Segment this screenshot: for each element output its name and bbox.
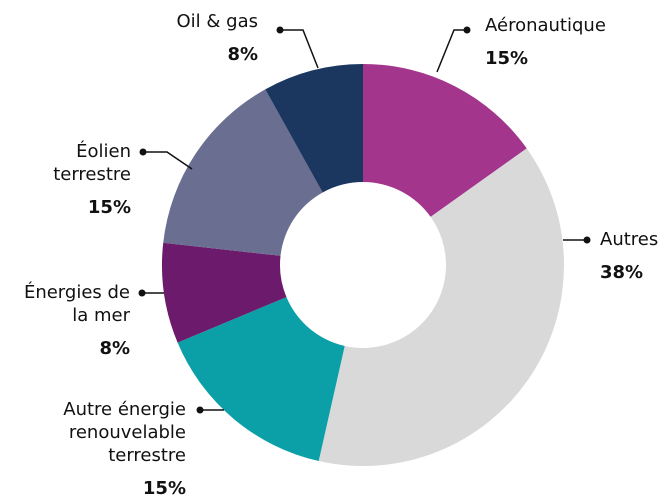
slice [363,64,527,217]
leader-dot [276,26,284,34]
value-label: 15% [87,197,131,218]
slice-label: Éolien terrestre 15% [31,140,131,219]
category-name: Oil & gas [176,11,258,32]
leader-dot [583,236,591,244]
slice-label: Aéronautique 15% [485,14,655,70]
leader-line [280,29,319,69]
slice-label: Énergies de la mer 8% [5,281,130,360]
slice [265,64,363,193]
value-label: 15% [485,48,529,69]
category-name: Aéronautique [485,15,606,36]
category-name: Éolien terrestre [53,141,131,185]
value-label: 8% [99,338,130,359]
leader-line [436,29,467,73]
leader-line [143,151,193,170]
category-name: Autre énergie renouvelable terrestre [63,399,186,466]
category-name: Autres [600,229,659,250]
leader-dot [139,148,147,156]
leader-dot [196,406,204,414]
leader-dot [463,26,471,34]
slice [163,89,323,256]
slice-label: Oil & gas 8% [138,10,258,66]
slice [318,148,564,466]
slice [162,242,287,343]
value-label: 38% [600,262,644,283]
value-label: 15% [142,478,186,499]
slice [177,297,345,462]
category-name: Énergies de la mer [23,282,130,326]
slice-label: Autres 38% [600,228,667,284]
slice-label: Autre énergie renouvelable terrestre 15% [26,398,186,500]
leader-dot [138,289,146,297]
value-label: 8% [227,44,258,65]
